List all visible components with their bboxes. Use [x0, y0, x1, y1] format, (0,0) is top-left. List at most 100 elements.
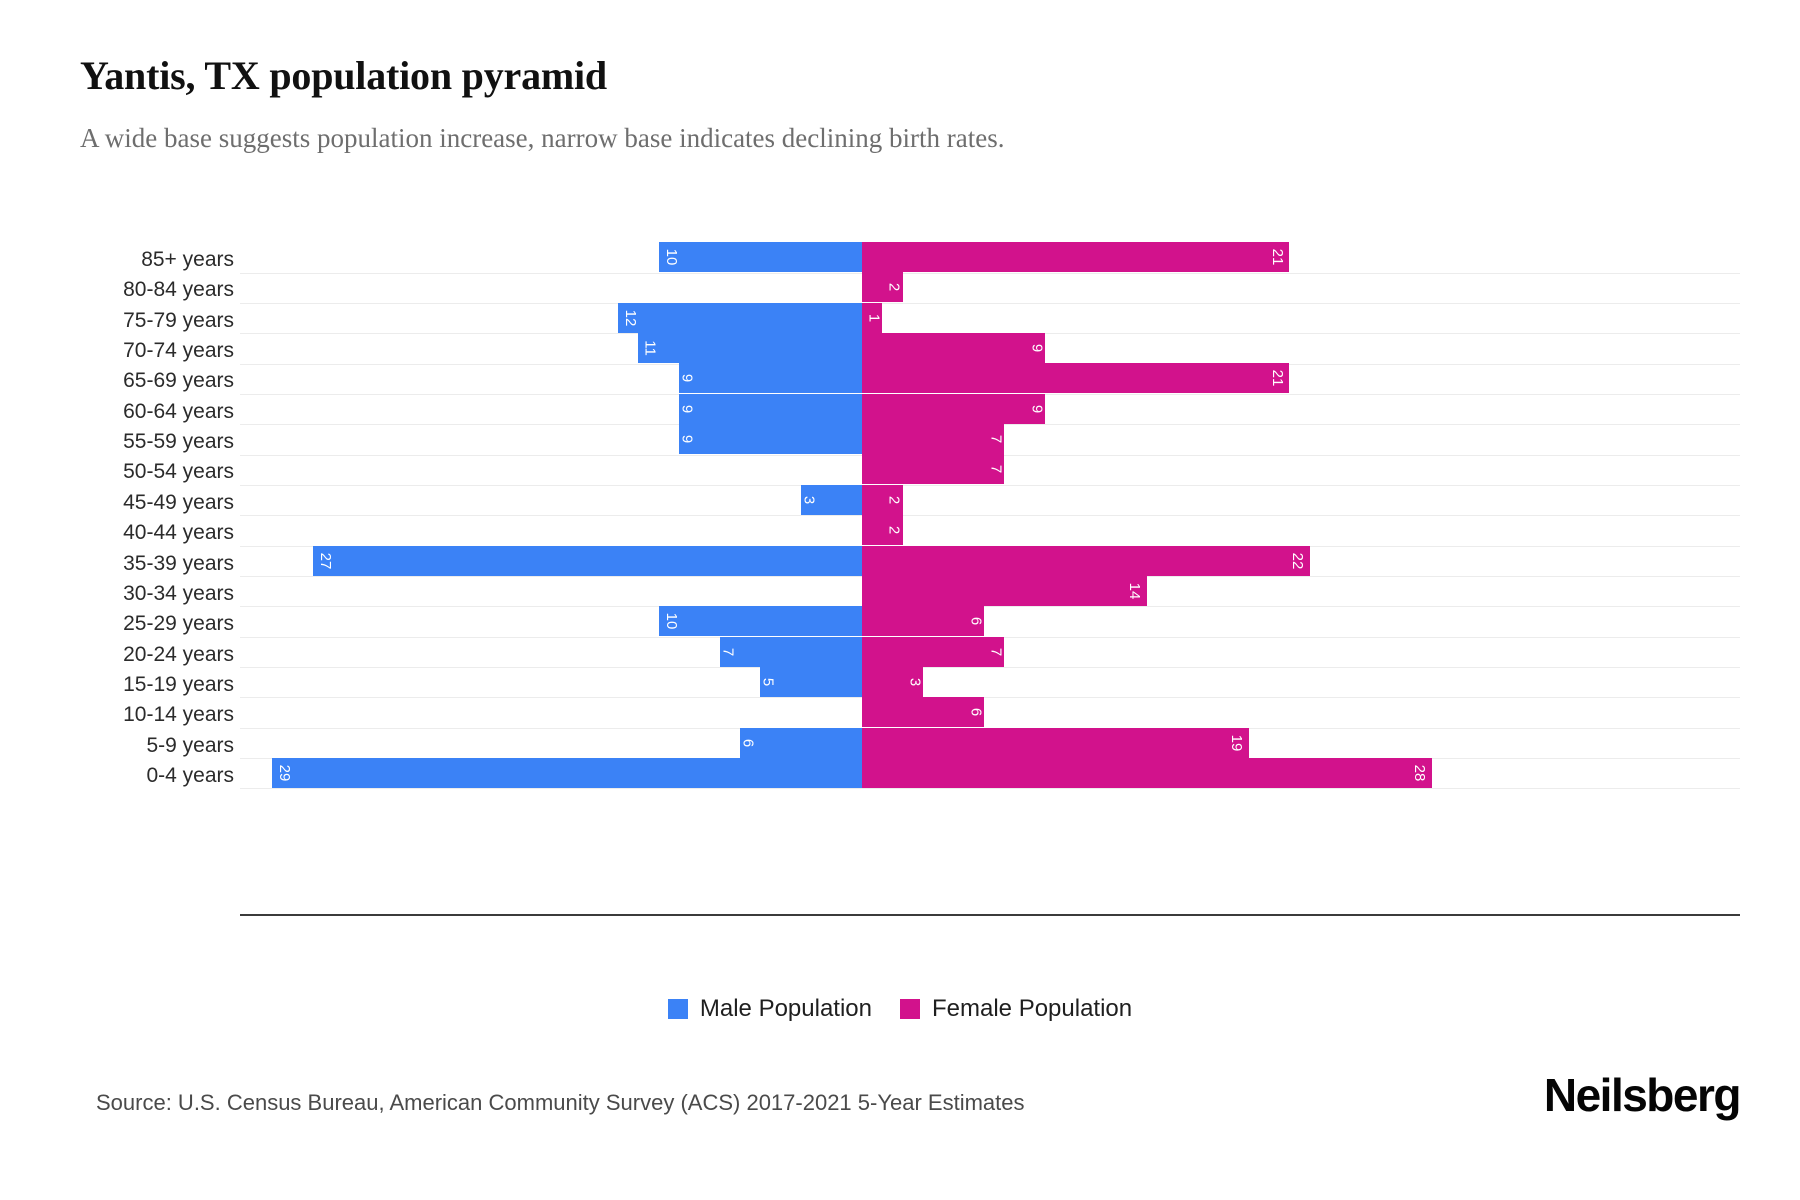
bar-male[interactable]: 12 [617, 302, 862, 333]
y-axis-label: 0-4 years [146, 763, 234, 787]
bar-male[interactable]: 11 [638, 333, 862, 364]
y-axis-label: 25-29 years [123, 612, 234, 636]
y-axis-label: 85+ years [141, 248, 234, 271]
bar-female[interactable]: 21 [862, 242, 1290, 272]
bar-female[interactable]: 2 [862, 484, 904, 515]
bar-male[interactable]: 7 [719, 636, 862, 667]
bar-female[interactable]: 7 [862, 454, 1005, 485]
source-note: Source: U.S. Census Bureau, American Com… [96, 1090, 1025, 1115]
page-title: Yantis, TX population pyramid [80, 53, 607, 98]
bar-female[interactable]: 9 [862, 333, 1046, 364]
legend-label-male: Male Population [699, 995, 872, 1022]
legend-item-female[interactable]: Female Population [900, 995, 1132, 1023]
bar-value-label-female: 7 [987, 465, 1005, 474]
bar-female[interactable]: 19 [862, 727, 1249, 758]
bar-value-label-female: 9 [1028, 343, 1046, 353]
y-axis-label: 60-64 years [123, 399, 234, 423]
x-axis-baseline [240, 914, 1740, 916]
y-axis-label: 45-49 years [123, 490, 234, 514]
bar-male[interactable]: 10 [658, 606, 862, 637]
bar-female[interactable]: 2 [862, 272, 904, 303]
bar-male[interactable]: 3 [800, 484, 862, 515]
bar-male[interactable]: 29 [271, 757, 862, 788]
legend-label-female: Female Population [932, 995, 1133, 1022]
y-axis-label: 10-14 years [123, 703, 234, 727]
bar-value-label-female: 3 [906, 677, 924, 687]
bar-value-label-female: 19 [1227, 734, 1245, 751]
male-color-swatch-icon [667, 999, 688, 1019]
bar-value-label-male: 3 [800, 495, 818, 504]
bar-female[interactable]: 9 [862, 393, 1046, 424]
bar-value-label-male: 5 [759, 677, 777, 687]
bar-value-label-male: 9 [678, 374, 696, 383]
gridline [240, 667, 1740, 669]
bar-female[interactable]: 7 [862, 424, 1005, 455]
female-color-swatch-icon [900, 999, 920, 1019]
bar-value-label-female: 6 [967, 617, 985, 626]
bar-female[interactable]: 1 [862, 302, 883, 333]
bar-value-label-male: 27 [316, 552, 334, 569]
y-axis-label: 20-24 years [123, 642, 234, 666]
gridline [240, 515, 1740, 517]
y-axis-label: 15-19 years [123, 672, 234, 696]
bar-value-label-male: 7 [719, 647, 737, 656]
bar-male[interactable]: 5 [759, 666, 862, 697]
plot-area: 85+ years 10 21 80-84 years 2 75-79 years 12 1 7… [123, 242, 1740, 914]
bar-female[interactable]: 7 [862, 636, 1005, 667]
y-axis-label: 35-39 years [123, 551, 234, 575]
bar-value-label-male: 12 [621, 309, 639, 327]
bar-value-label-female: 2 [886, 525, 904, 535]
y-axis-label: 50-54 years [123, 460, 234, 484]
bar-female[interactable]: 22 [862, 545, 1310, 576]
gridline [240, 606, 1740, 608]
bar-female[interactable]: 6 [862, 606, 985, 637]
bar-value-label-female: 21 [1268, 248, 1286, 266]
bar-female[interactable]: 28 [862, 757, 1432, 788]
legend-item-male[interactable]: Male Population [667, 995, 872, 1023]
bar-value-label-female: 7 [987, 647, 1005, 656]
bar-value-label-female: 2 [886, 495, 904, 504]
bar-male[interactable]: 9 [678, 363, 862, 394]
bar-value-label-male: 6 [739, 738, 757, 747]
gridline [240, 302, 1740, 304]
bar-value-label-female: 14 [1126, 582, 1144, 600]
bar-female[interactable]: 6 [862, 697, 985, 728]
chart-legend: Male Population Female Population [0, 995, 1800, 1023]
page-subtitle: A wide base suggests population increase… [80, 123, 1005, 153]
bar-value-label-female: 22 [1288, 552, 1306, 569]
bar-value-label-male: 10 [662, 612, 680, 630]
bar-value-label-female: 6 [967, 708, 985, 717]
bar-value-label-male: 9 [678, 404, 696, 413]
bar-female[interactable]: 2 [862, 515, 904, 546]
y-axis-label: 40-44 years [123, 521, 234, 545]
y-axis-label: 5-9 years [146, 733, 234, 757]
bar-male[interactable]: 27 [312, 545, 862, 576]
y-axis-label: 55-59 years [123, 430, 234, 454]
bar-value-label-male: 9 [678, 434, 696, 444]
y-axis-label: 70-74 years [123, 339, 234, 363]
bar-value-label-female: 21 [1268, 370, 1286, 387]
bar-male[interactable]: 9 [678, 393, 862, 424]
bar-male[interactable]: 9 [678, 424, 862, 455]
bar-female[interactable]: 21 [862, 363, 1290, 394]
bar-value-label-female: 2 [886, 283, 904, 292]
gridline [240, 484, 1740, 486]
brand-logo: Neilsberg [1543, 1069, 1742, 1121]
y-axis-label: 65-69 years [123, 369, 234, 393]
y-axis-label: 75-79 years [123, 308, 234, 332]
gridline [240, 697, 1740, 699]
bar-value-label-male: 29 [275, 764, 293, 782]
bar-value-label-female: 9 [1028, 404, 1046, 413]
bar-value-label-female: 1 [865, 313, 883, 322]
bar-female[interactable]: 3 [862, 666, 924, 697]
gridline [240, 788, 1740, 790]
bar-value-label-male: 10 [662, 248, 680, 266]
bar-male[interactable]: 6 [739, 727, 862, 758]
bar-male[interactable]: 10 [658, 242, 862, 272]
bar-female[interactable]: 14 [862, 575, 1147, 606]
bar-value-label-female: 7 [987, 434, 1005, 444]
bar-value-label-female: 28 [1410, 764, 1428, 782]
gridline [240, 272, 1740, 274]
